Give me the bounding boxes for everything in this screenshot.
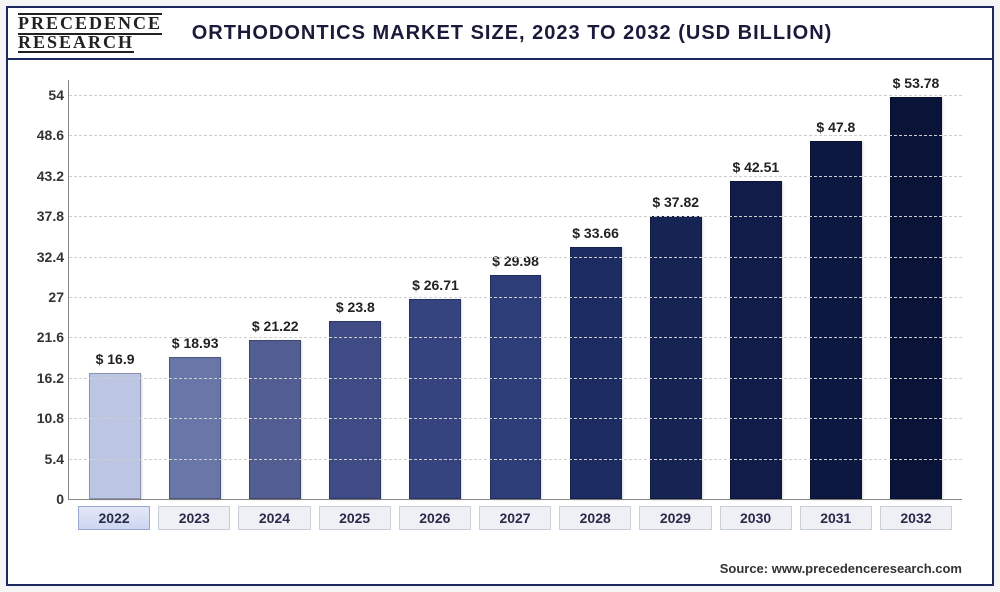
grid-line	[69, 176, 962, 177]
y-tick-label: 37.8	[24, 208, 64, 224]
bar-value-label: $ 23.8	[336, 299, 375, 315]
grid-line	[69, 95, 962, 96]
bar-value-label: $ 33.66	[572, 225, 619, 241]
bar-wrap: $ 47.8	[800, 80, 872, 499]
y-tick-label: 43.2	[24, 168, 64, 184]
y-tick-label: 5.4	[24, 451, 64, 467]
bar-wrap: $ 16.9	[79, 80, 151, 499]
bar	[329, 321, 381, 499]
x-tick-label: 2022	[78, 506, 150, 530]
y-tick-label: 54	[24, 87, 64, 103]
logo-line2: RESEARCH	[18, 35, 134, 53]
y-tick-label: 32.4	[24, 249, 64, 265]
y-tick-label: 16.2	[24, 370, 64, 386]
x-tick-label: 2025	[319, 506, 391, 530]
x-tick-label: 2029	[639, 506, 711, 530]
bars-group: $ 16.9 $ 18.93 $ 21.22 $ 23.8 $ 26.71 $ 29.98…	[69, 80, 962, 499]
bar-value-label: $ 47.8	[816, 119, 855, 135]
bar	[730, 181, 782, 499]
bar-wrap: $ 53.78	[880, 80, 952, 499]
y-tick-label: 27	[24, 289, 64, 305]
bar	[810, 141, 862, 499]
grid-line	[69, 459, 962, 460]
grid-line	[69, 418, 962, 419]
grid-line	[69, 257, 962, 258]
y-tick-label: 21.6	[24, 329, 64, 345]
bar-value-label: $ 53.78	[893, 75, 940, 91]
chart-container: PRECEDENCE RESEARCH ORTHODONTICS MARKET …	[6, 6, 994, 586]
header: PRECEDENCE RESEARCH ORTHODONTICS MARKET …	[8, 8, 992, 60]
source-text: Source: www.precedenceresearch.com	[8, 561, 992, 584]
y-tick-label: 48.6	[24, 127, 64, 143]
x-tick-label: 2030	[720, 506, 792, 530]
x-tick-label: 2024	[238, 506, 310, 530]
bar-wrap: $ 29.98	[479, 80, 551, 499]
bar	[409, 299, 461, 499]
bar-wrap: $ 21.22	[239, 80, 311, 499]
x-axis-labels: 2022 2023 2024 2025 2026 2027 2028 2029 2030 2031…	[68, 500, 962, 530]
grid-line	[69, 378, 962, 379]
bar-wrap: $ 37.82	[640, 80, 712, 499]
grid-line	[69, 135, 962, 136]
x-tick-label: 2023	[158, 506, 230, 530]
x-tick-label: 2027	[479, 506, 551, 530]
bar-wrap: $ 23.8	[319, 80, 391, 499]
grid-line	[69, 337, 962, 338]
bar-value-label: $ 37.82	[652, 194, 699, 210]
bar-value-label: $ 21.22	[252, 318, 299, 334]
x-tick-label: 2028	[559, 506, 631, 530]
bar-value-label: $ 26.71	[412, 277, 459, 293]
bar	[249, 340, 301, 499]
grid-line	[69, 297, 962, 298]
y-tick-label: 0	[24, 491, 64, 507]
bar-value-label: $ 42.51	[732, 159, 779, 175]
bar	[89, 373, 141, 499]
bar-value-label: $ 16.9	[96, 351, 135, 367]
bar-wrap: $ 42.51	[720, 80, 792, 499]
bar-value-label: $ 29.98	[492, 253, 539, 269]
bar	[570, 247, 622, 499]
bar-wrap: $ 18.93	[159, 80, 231, 499]
y-tick-label: 10.8	[24, 410, 64, 426]
bar	[650, 216, 702, 499]
x-tick-label: 2032	[880, 506, 952, 530]
x-tick-label: 2031	[800, 506, 872, 530]
bar-wrap: $ 26.71	[399, 80, 471, 499]
logo: PRECEDENCE RESEARCH	[18, 13, 162, 53]
chart-area: $ 16.9 $ 18.93 $ 21.22 $ 23.8 $ 26.71 $ 29.98…	[8, 60, 992, 561]
x-tick-label: 2026	[399, 506, 471, 530]
chart-title: ORTHODONTICS MARKET SIZE, 2023 TO 2032 (…	[162, 22, 862, 45]
grid-line	[69, 216, 962, 217]
bar	[490, 275, 542, 499]
plot-region: $ 16.9 $ 18.93 $ 21.22 $ 23.8 $ 26.71 $ 29.98…	[68, 80, 962, 500]
bar-wrap: $ 33.66	[560, 80, 632, 499]
